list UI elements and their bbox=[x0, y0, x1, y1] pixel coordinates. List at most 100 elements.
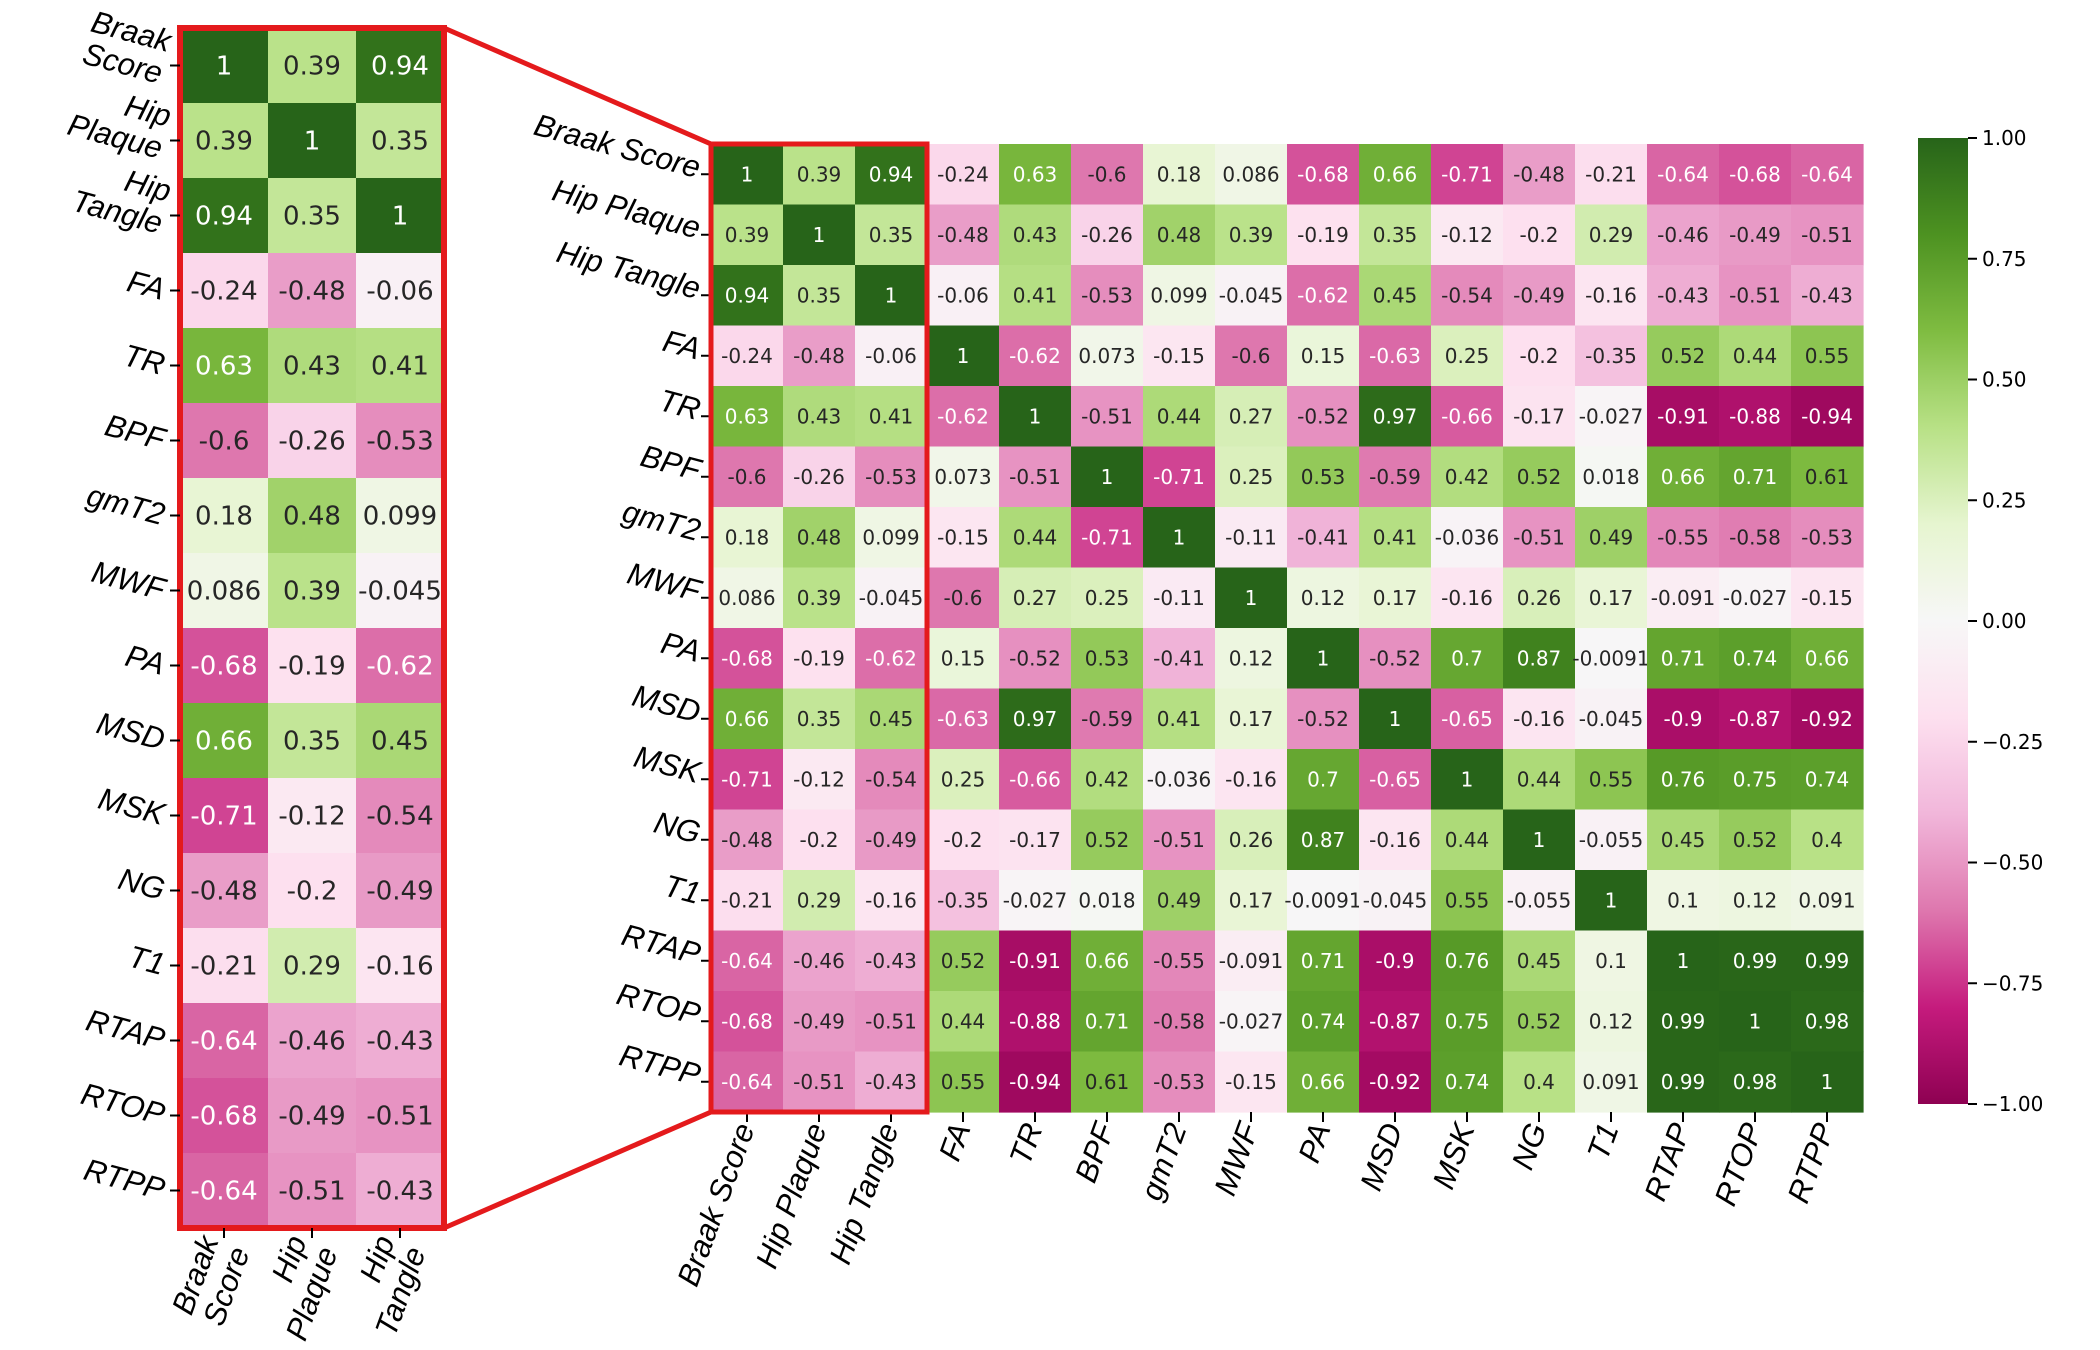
heatmap-cell bbox=[1215, 1051, 1288, 1113]
heatmap-cell bbox=[1431, 870, 1504, 932]
heatmap-cell bbox=[1575, 930, 1648, 992]
inset-cell bbox=[180, 628, 269, 704]
inset-cell bbox=[356, 853, 445, 929]
heatmap-cell-value: -0.64 bbox=[721, 949, 773, 973]
heatmap-cell bbox=[1287, 204, 1360, 266]
heatmap-cell bbox=[1143, 446, 1216, 508]
heatmap-cell bbox=[783, 749, 856, 811]
heatmap-cell bbox=[1071, 870, 1144, 932]
heatmap-cell bbox=[711, 1051, 784, 1113]
heatmap-cell-value: -0.6 bbox=[1087, 162, 1126, 186]
row-label-hip-plaque: Hip Plaque bbox=[549, 172, 705, 245]
heatmap-cell-value: 0.18 bbox=[725, 525, 770, 549]
heatmap-cell-value: 0.12 bbox=[1733, 888, 1778, 912]
col-label-tr: TR bbox=[1003, 1118, 1050, 1169]
heatmap-cell-value: 0.66 bbox=[725, 707, 770, 731]
heatmap-cell bbox=[1359, 567, 1432, 629]
heatmap-cell-value: -0.48 bbox=[793, 344, 845, 368]
heatmap-cell bbox=[1431, 567, 1504, 629]
heatmap-cell-value: -0.49 bbox=[793, 1009, 845, 1033]
inset-row-label-hip-plaque: HipPlaque bbox=[64, 75, 175, 166]
inset-cell bbox=[180, 853, 269, 929]
heatmap-cell bbox=[999, 809, 1072, 871]
heatmap-cell bbox=[1215, 204, 1288, 266]
heatmap-cell-value: 0.086 bbox=[1222, 162, 1279, 186]
heatmap-cell-value: 0.099 bbox=[1150, 283, 1207, 307]
heatmap-cell-value: -0.87 bbox=[1369, 1009, 1421, 1033]
heatmap-cell bbox=[1575, 446, 1648, 508]
inset-cell bbox=[356, 178, 445, 254]
heatmap-cell-value: -0.055 bbox=[1507, 888, 1571, 912]
heatmap-cell-value: -0.46 bbox=[1657, 223, 1709, 247]
inset-cell bbox=[180, 778, 269, 854]
heatmap-cell bbox=[1359, 628, 1432, 690]
heatmap-cell bbox=[999, 991, 1072, 1053]
heatmap-cell bbox=[1359, 265, 1432, 327]
inset-cell-value: 0.35 bbox=[283, 202, 341, 232]
heatmap-cell bbox=[1431, 749, 1504, 811]
inset-cell bbox=[356, 1003, 445, 1079]
heatmap-cell bbox=[1071, 749, 1144, 811]
heatmap-cell bbox=[783, 1051, 856, 1113]
heatmap-cell-value: 0.55 bbox=[1445, 888, 1490, 912]
inset-row-label-gmt2: gmT2 bbox=[83, 478, 169, 532]
inset-cell bbox=[180, 1078, 269, 1154]
heatmap-cell bbox=[1647, 809, 1720, 871]
heatmap-cell-value: 0.15 bbox=[1301, 344, 1346, 368]
heatmap-cell bbox=[1143, 870, 1216, 932]
heatmap-cell-value: -0.2 bbox=[943, 828, 982, 852]
inset-cell-value: -0.6 bbox=[199, 427, 250, 457]
heatmap-cell bbox=[927, 688, 1000, 750]
inset-cell-value: -0.43 bbox=[366, 1027, 433, 1057]
inset-cell-value: 0.48 bbox=[283, 502, 341, 532]
heatmap-cell bbox=[711, 265, 784, 327]
heatmap-cell bbox=[1287, 688, 1360, 750]
heatmap-cell-value: -0.92 bbox=[1369, 1070, 1421, 1094]
heatmap-cell bbox=[1287, 809, 1360, 871]
heatmap-cell-value: 0.25 bbox=[1085, 586, 1130, 610]
inset-cell bbox=[268, 328, 357, 404]
heatmap-cell bbox=[1071, 1051, 1144, 1113]
heatmap-cell bbox=[927, 628, 1000, 690]
heatmap-cell bbox=[855, 567, 928, 629]
inset-cell-value: -0.62 bbox=[366, 652, 433, 682]
heatmap-cell bbox=[1359, 386, 1432, 448]
heatmap-cell-value: 0.74 bbox=[1445, 1070, 1490, 1094]
zoom-inset-heatmap: 1 0.39 0.94 0.39 1 0.35 0.94 0.35 1 -0.24 -0.48 -0.… bbox=[64, 4, 447, 1345]
heatmap-cell-value: -0.71 bbox=[721, 767, 773, 791]
heatmap-cell-value: 1 bbox=[1677, 949, 1690, 973]
heatmap-cell bbox=[1647, 930, 1720, 992]
row-label-bpf: BPF bbox=[637, 438, 706, 488]
heatmap-cell bbox=[1503, 144, 1576, 206]
heatmap-cell-value: 0.45 bbox=[1517, 949, 1562, 973]
heatmap-cell-value: -0.53 bbox=[1153, 1070, 1205, 1094]
heatmap-cell-value: -0.15 bbox=[1801, 586, 1853, 610]
heatmap-cell bbox=[855, 930, 928, 992]
highlight-box bbox=[708, 141, 930, 1115]
heatmap-cell bbox=[1431, 446, 1504, 508]
heatmap-cell-value: 0.52 bbox=[1733, 828, 1778, 852]
heatmap-cell-value: 1 bbox=[1317, 646, 1330, 670]
col-label-hip-tangle: Hip Tangle bbox=[822, 1118, 905, 1268]
heatmap-cell bbox=[927, 386, 1000, 448]
heatmap-cell bbox=[1575, 204, 1648, 266]
main-heatmap: 1 0.39 0.94 -0.24 0.63 -0.6 0.18 0.086 -0.68 0.66… bbox=[530, 107, 1864, 1291]
heatmap-cell-value: -0.16 bbox=[1585, 283, 1637, 307]
heatmap-cell-value: 0.76 bbox=[1661, 767, 1706, 791]
heatmap-cell-value: 0.53 bbox=[1301, 465, 1346, 489]
heatmap-cell bbox=[1215, 507, 1288, 569]
heatmap-cell-value: -0.58 bbox=[1729, 525, 1781, 549]
heatmap-cell bbox=[1575, 386, 1648, 448]
colorbar-tick-label: 0.75 bbox=[1982, 247, 2027, 271]
heatmap-cell bbox=[1575, 688, 1648, 750]
heatmap-cell bbox=[1287, 507, 1360, 569]
heatmap-cell-value: -0.91 bbox=[1009, 949, 1061, 973]
heatmap-cell bbox=[1431, 144, 1504, 206]
heatmap-cell-value: -0.16 bbox=[865, 888, 917, 912]
heatmap-cell bbox=[1575, 1051, 1648, 1113]
heatmap-cell-value: 0.52 bbox=[1661, 344, 1706, 368]
heatmap-cell-value: 1 bbox=[1461, 767, 1474, 791]
heatmap-cell bbox=[1647, 507, 1720, 569]
heatmap-cell bbox=[1503, 507, 1576, 569]
inset-cell bbox=[268, 928, 357, 1004]
